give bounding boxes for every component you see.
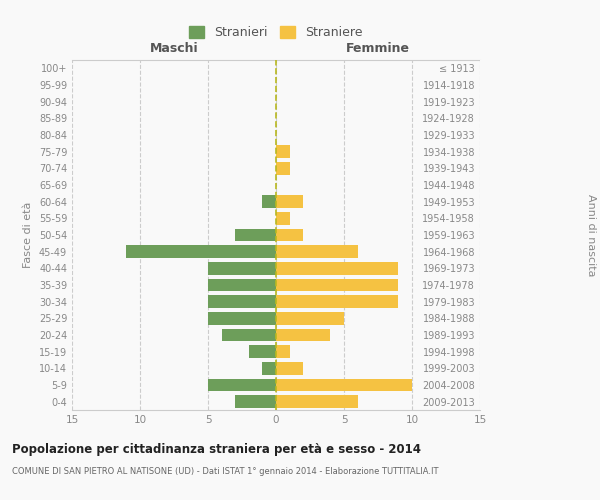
Bar: [276, 246, 358, 258]
Bar: [221, 329, 276, 341]
Bar: [276, 362, 303, 374]
Bar: [208, 262, 276, 274]
Bar: [276, 262, 398, 274]
Bar: [276, 229, 303, 241]
Bar: [208, 312, 276, 324]
Bar: [235, 396, 276, 408]
Bar: [276, 296, 398, 308]
Y-axis label: Fasce di età: Fasce di età: [23, 202, 33, 268]
Bar: [276, 346, 290, 358]
Bar: [276, 162, 290, 174]
Bar: [249, 346, 276, 358]
Text: Femmine: Femmine: [346, 42, 410, 55]
Bar: [208, 379, 276, 391]
Bar: [276, 379, 412, 391]
Bar: [276, 329, 331, 341]
Bar: [276, 196, 303, 208]
Bar: [276, 146, 290, 158]
Bar: [276, 212, 290, 224]
Bar: [208, 279, 276, 291]
Bar: [208, 296, 276, 308]
Bar: [127, 246, 276, 258]
Bar: [276, 396, 358, 408]
Text: Popolazione per cittadinanza straniera per età e sesso - 2014: Popolazione per cittadinanza straniera p…: [12, 442, 421, 456]
Text: Maschi: Maschi: [149, 42, 199, 55]
Bar: [276, 279, 398, 291]
Bar: [262, 196, 276, 208]
Bar: [276, 312, 344, 324]
Legend: Stranieri, Straniere: Stranieri, Straniere: [184, 21, 368, 44]
Text: COMUNE DI SAN PIETRO AL NATISONE (UD) - Dati ISTAT 1° gennaio 2014 - Elaborazion: COMUNE DI SAN PIETRO AL NATISONE (UD) - …: [12, 468, 439, 476]
Bar: [262, 362, 276, 374]
Text: Anni di nascita: Anni di nascita: [586, 194, 596, 276]
Bar: [235, 229, 276, 241]
